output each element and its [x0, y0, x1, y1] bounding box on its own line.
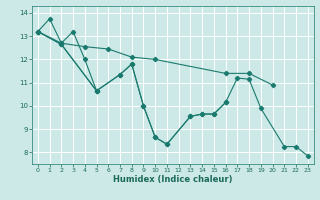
X-axis label: Humidex (Indice chaleur): Humidex (Indice chaleur) — [113, 175, 233, 184]
